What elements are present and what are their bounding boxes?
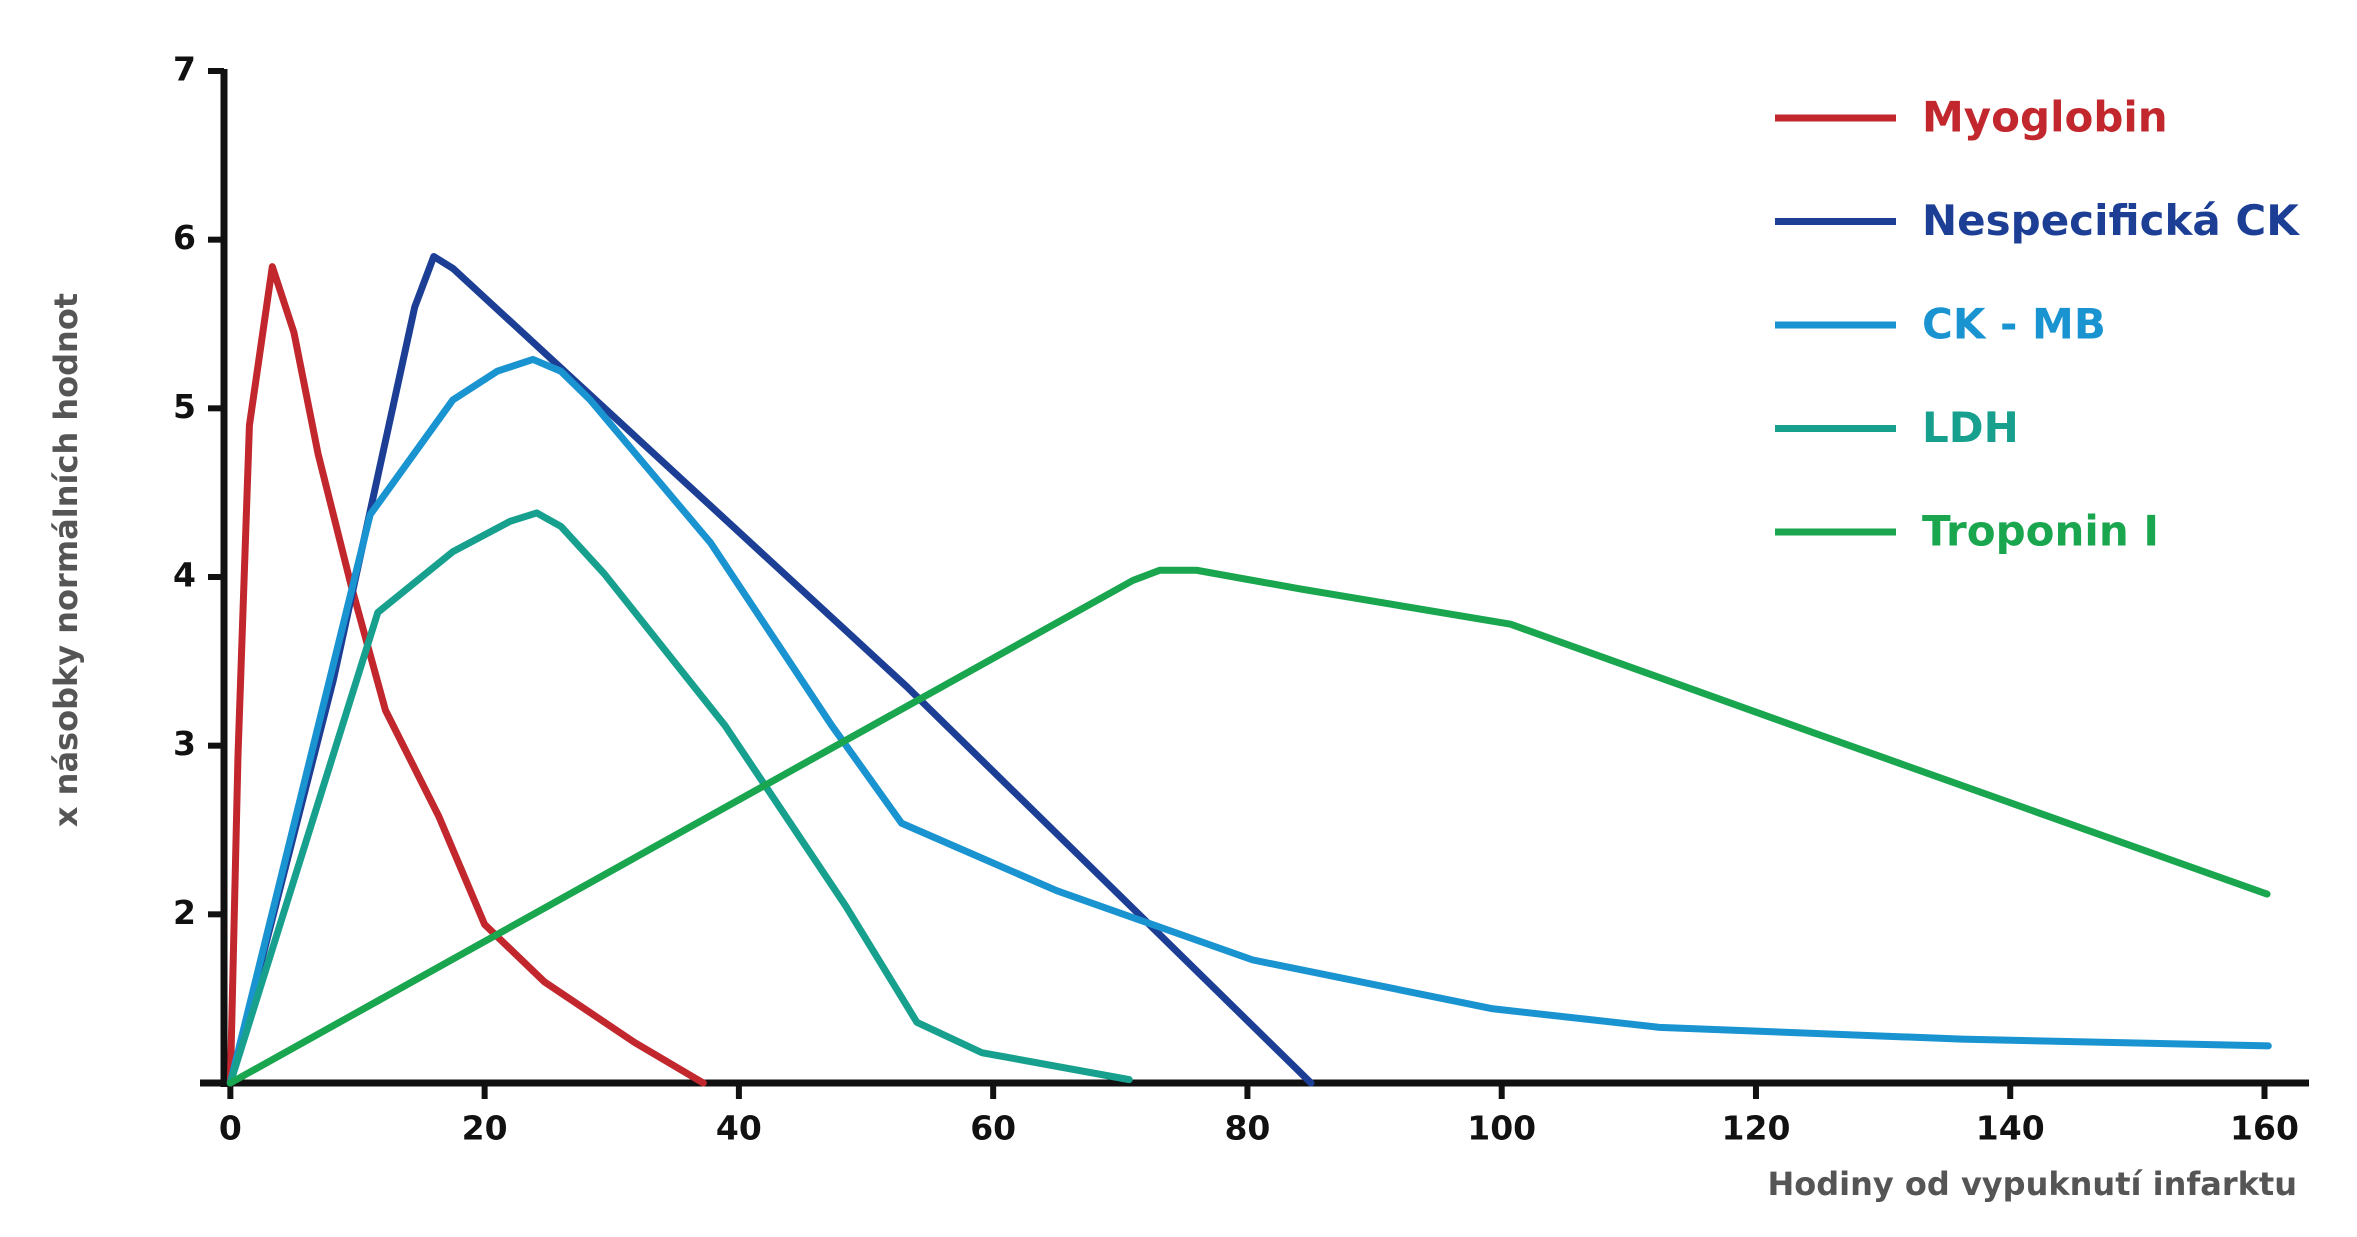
- x-tick-label: 80: [1224, 1109, 1270, 1148]
- y-tick-label: 4: [173, 556, 196, 595]
- y-tick-label: 6: [173, 218, 196, 257]
- series-line: [226, 253, 1315, 1087]
- y-tick-label: 3: [173, 724, 196, 763]
- legend-label: Troponin I: [1922, 507, 2159, 556]
- series-line: [226, 509, 1133, 1087]
- x-axis-title: Hodiny od vypuknutí infarktu: [1767, 1165, 2297, 1203]
- series-line: [226, 355, 2272, 1087]
- x-tick-label: 160: [2230, 1109, 2299, 1148]
- x-tick-label: 120: [1722, 1109, 1791, 1148]
- x-tick-label: 0: [219, 1109, 242, 1148]
- x-tick-label: 60: [970, 1109, 1016, 1148]
- x-tick-label: 100: [1467, 1109, 1536, 1148]
- y-tick-label: 2: [173, 893, 196, 932]
- legend-label: CK - MB: [1922, 300, 2106, 349]
- legend-label: LDH: [1922, 403, 2019, 452]
- x-tick-label: 40: [716, 1109, 762, 1148]
- y-axis-title: x násobky normálních hodnot: [47, 293, 85, 827]
- legend-label: Nespecifická CK: [1922, 196, 2300, 245]
- series-line: [226, 566, 2271, 1087]
- x-tick-label: 20: [462, 1109, 508, 1148]
- y-tick-label: 5: [173, 387, 196, 426]
- x-tick-label: 140: [1976, 1109, 2045, 1148]
- y-tick-label: 7: [173, 50, 196, 89]
- legend-label: Myoglobin: [1922, 93, 2168, 142]
